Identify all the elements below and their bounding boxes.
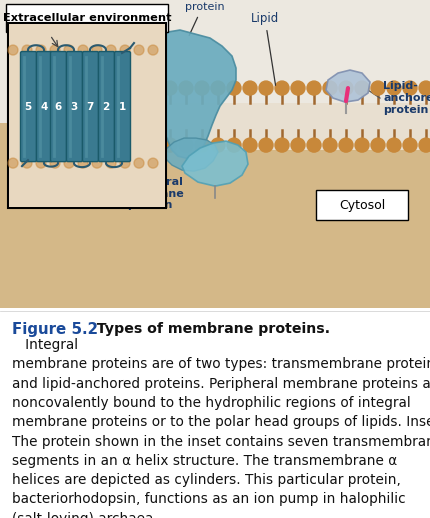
FancyBboxPatch shape bbox=[316, 190, 408, 220]
Circle shape bbox=[163, 138, 177, 152]
Circle shape bbox=[115, 81, 129, 95]
Circle shape bbox=[179, 138, 193, 152]
Polygon shape bbox=[0, 0, 430, 308]
Circle shape bbox=[148, 158, 158, 168]
Circle shape bbox=[148, 45, 158, 55]
Circle shape bbox=[50, 158, 60, 168]
Circle shape bbox=[403, 138, 417, 152]
Circle shape bbox=[403, 81, 417, 95]
Text: 5: 5 bbox=[25, 102, 32, 112]
Circle shape bbox=[195, 81, 209, 95]
Circle shape bbox=[36, 158, 46, 168]
Circle shape bbox=[259, 81, 273, 95]
Text: Integral
membrane proteins are of two types: transmembrane proteins
and lipid-an: Integral membrane proteins are of two ty… bbox=[12, 338, 430, 518]
Circle shape bbox=[115, 138, 129, 152]
Circle shape bbox=[275, 138, 289, 152]
Circle shape bbox=[275, 81, 289, 95]
Circle shape bbox=[120, 158, 130, 168]
Circle shape bbox=[64, 45, 74, 55]
Circle shape bbox=[131, 81, 145, 95]
Polygon shape bbox=[326, 70, 370, 102]
Circle shape bbox=[323, 138, 337, 152]
Text: 4: 4 bbox=[40, 102, 48, 112]
Circle shape bbox=[50, 45, 60, 55]
Circle shape bbox=[134, 158, 144, 168]
Circle shape bbox=[179, 81, 193, 95]
Polygon shape bbox=[120, 103, 430, 150]
Text: Cytosol: Cytosol bbox=[339, 198, 385, 212]
Circle shape bbox=[8, 45, 18, 55]
Circle shape bbox=[120, 45, 130, 55]
Circle shape bbox=[355, 81, 369, 95]
Circle shape bbox=[163, 81, 177, 95]
Circle shape bbox=[387, 138, 401, 152]
Circle shape bbox=[147, 138, 161, 152]
Circle shape bbox=[419, 138, 430, 152]
Circle shape bbox=[307, 138, 321, 152]
FancyBboxPatch shape bbox=[37, 51, 52, 162]
Circle shape bbox=[323, 81, 337, 95]
Text: 1: 1 bbox=[118, 102, 126, 112]
Circle shape bbox=[211, 81, 225, 95]
Circle shape bbox=[92, 45, 102, 55]
Circle shape bbox=[36, 45, 46, 55]
FancyBboxPatch shape bbox=[98, 51, 114, 162]
Text: 3: 3 bbox=[71, 102, 78, 112]
Circle shape bbox=[64, 158, 74, 168]
Circle shape bbox=[259, 138, 273, 152]
Circle shape bbox=[78, 158, 88, 168]
Text: 6: 6 bbox=[54, 102, 61, 112]
Circle shape bbox=[78, 45, 88, 55]
Circle shape bbox=[291, 138, 305, 152]
Circle shape bbox=[243, 138, 257, 152]
Text: 2: 2 bbox=[102, 102, 110, 112]
Circle shape bbox=[131, 138, 145, 152]
FancyBboxPatch shape bbox=[50, 51, 67, 162]
Circle shape bbox=[355, 138, 369, 152]
Polygon shape bbox=[182, 141, 248, 186]
Circle shape bbox=[195, 138, 209, 152]
Text: Peripheral
membrane
protein: Peripheral membrane protein bbox=[117, 177, 183, 210]
Circle shape bbox=[371, 81, 385, 95]
Text: Lipid: Lipid bbox=[251, 12, 279, 85]
Polygon shape bbox=[151, 30, 236, 158]
Circle shape bbox=[211, 138, 225, 152]
Circle shape bbox=[92, 158, 102, 168]
Text: Transmembrane
protein: Transmembrane protein bbox=[160, 0, 250, 36]
Circle shape bbox=[339, 138, 353, 152]
Polygon shape bbox=[9, 24, 165, 207]
FancyBboxPatch shape bbox=[21, 51, 37, 162]
Bar bbox=[8, 23, 166, 208]
Circle shape bbox=[22, 158, 32, 168]
Circle shape bbox=[291, 81, 305, 95]
Text: Extracellular environment: Extracellular environment bbox=[3, 13, 171, 23]
Text: Lipid-
anchored
protein: Lipid- anchored protein bbox=[383, 81, 430, 114]
Circle shape bbox=[387, 81, 401, 95]
Circle shape bbox=[419, 81, 430, 95]
FancyBboxPatch shape bbox=[67, 51, 83, 162]
Circle shape bbox=[147, 81, 161, 95]
Polygon shape bbox=[165, 138, 218, 171]
Polygon shape bbox=[0, 0, 430, 123]
Circle shape bbox=[134, 45, 144, 55]
Circle shape bbox=[8, 158, 18, 168]
FancyBboxPatch shape bbox=[6, 4, 168, 32]
Circle shape bbox=[106, 158, 116, 168]
Circle shape bbox=[227, 138, 241, 152]
Text: 7: 7 bbox=[86, 102, 94, 112]
FancyBboxPatch shape bbox=[114, 51, 130, 162]
Circle shape bbox=[371, 138, 385, 152]
Circle shape bbox=[339, 81, 353, 95]
Text: Types of membrane proteins.: Types of membrane proteins. bbox=[87, 322, 330, 336]
Circle shape bbox=[307, 81, 321, 95]
FancyBboxPatch shape bbox=[83, 51, 98, 162]
Circle shape bbox=[227, 81, 241, 95]
Circle shape bbox=[243, 81, 257, 95]
Text: Figure 5.2: Figure 5.2 bbox=[12, 322, 98, 337]
Circle shape bbox=[106, 45, 116, 55]
Text: Transmembrane
α helix: Transmembrane α helix bbox=[10, 33, 101, 54]
Circle shape bbox=[22, 45, 32, 55]
